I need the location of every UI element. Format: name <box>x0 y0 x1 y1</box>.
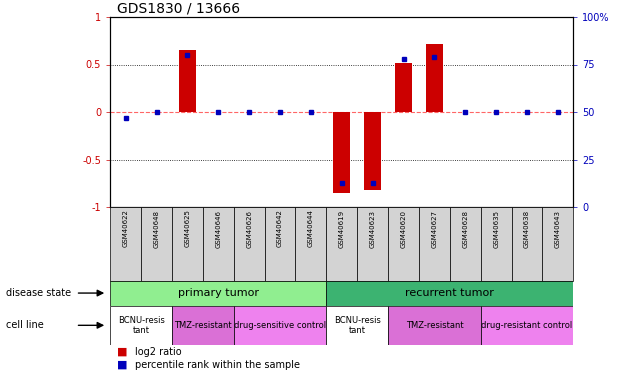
Text: GDS1830 / 13666: GDS1830 / 13666 <box>117 1 239 15</box>
Bar <box>333 112 350 193</box>
Bar <box>357 207 388 280</box>
Bar <box>419 207 450 280</box>
Text: drug-resistant control: drug-resistant control <box>481 321 573 330</box>
Text: GSM40625: GSM40625 <box>185 210 190 248</box>
Bar <box>234 306 326 345</box>
Bar <box>295 207 326 280</box>
Text: TMZ-resistant: TMZ-resistant <box>174 321 232 330</box>
Bar <box>265 207 295 280</box>
Text: BCNU-resis
tant: BCNU-resis tant <box>118 316 164 335</box>
Bar <box>426 44 443 112</box>
Text: TMZ-resistant: TMZ-resistant <box>406 321 463 330</box>
Text: BCNU-resis
tant: BCNU-resis tant <box>334 316 381 335</box>
Text: GSM40646: GSM40646 <box>215 210 221 248</box>
Text: disease state: disease state <box>6 288 71 298</box>
Text: GSM40642: GSM40642 <box>277 210 283 248</box>
Bar <box>512 207 542 280</box>
Bar <box>542 207 573 280</box>
Text: GSM40644: GSM40644 <box>308 210 314 248</box>
Text: GSM40635: GSM40635 <box>493 210 499 248</box>
Text: drug-sensitive control: drug-sensitive control <box>234 321 326 330</box>
Text: GSM40619: GSM40619 <box>339 210 345 248</box>
Bar <box>326 280 573 306</box>
Bar <box>481 306 573 345</box>
Bar <box>481 207 512 280</box>
Text: recurrent tumor: recurrent tumor <box>405 288 495 298</box>
Text: GSM40622: GSM40622 <box>123 210 129 248</box>
Text: GSM40628: GSM40628 <box>462 210 468 248</box>
Bar <box>395 63 412 112</box>
Bar <box>172 306 234 345</box>
Bar <box>172 207 203 280</box>
Text: ■: ■ <box>117 360 127 370</box>
Text: GSM40648: GSM40648 <box>154 210 159 248</box>
Text: GSM40638: GSM40638 <box>524 210 530 248</box>
Text: GSM40623: GSM40623 <box>370 210 375 248</box>
Text: cell line: cell line <box>6 320 44 330</box>
Bar <box>110 306 172 345</box>
Text: GSM40620: GSM40620 <box>401 210 406 248</box>
Bar <box>388 207 419 280</box>
Bar <box>326 207 357 280</box>
Text: GSM40626: GSM40626 <box>246 210 252 248</box>
Text: primary tumor: primary tumor <box>178 288 259 298</box>
Bar <box>179 50 196 112</box>
Text: GSM40627: GSM40627 <box>432 210 437 248</box>
Bar <box>110 207 141 280</box>
Bar <box>110 280 326 306</box>
Bar <box>141 207 172 280</box>
Bar <box>203 207 234 280</box>
Bar <box>388 306 481 345</box>
Text: log2 ratio: log2 ratio <box>135 346 182 357</box>
Text: ■: ■ <box>117 346 127 357</box>
Bar <box>450 207 481 280</box>
Bar <box>364 112 381 190</box>
Text: percentile rank within the sample: percentile rank within the sample <box>135 360 301 370</box>
Text: GSM40643: GSM40643 <box>555 210 561 248</box>
Bar <box>234 207 265 280</box>
Bar <box>326 306 388 345</box>
